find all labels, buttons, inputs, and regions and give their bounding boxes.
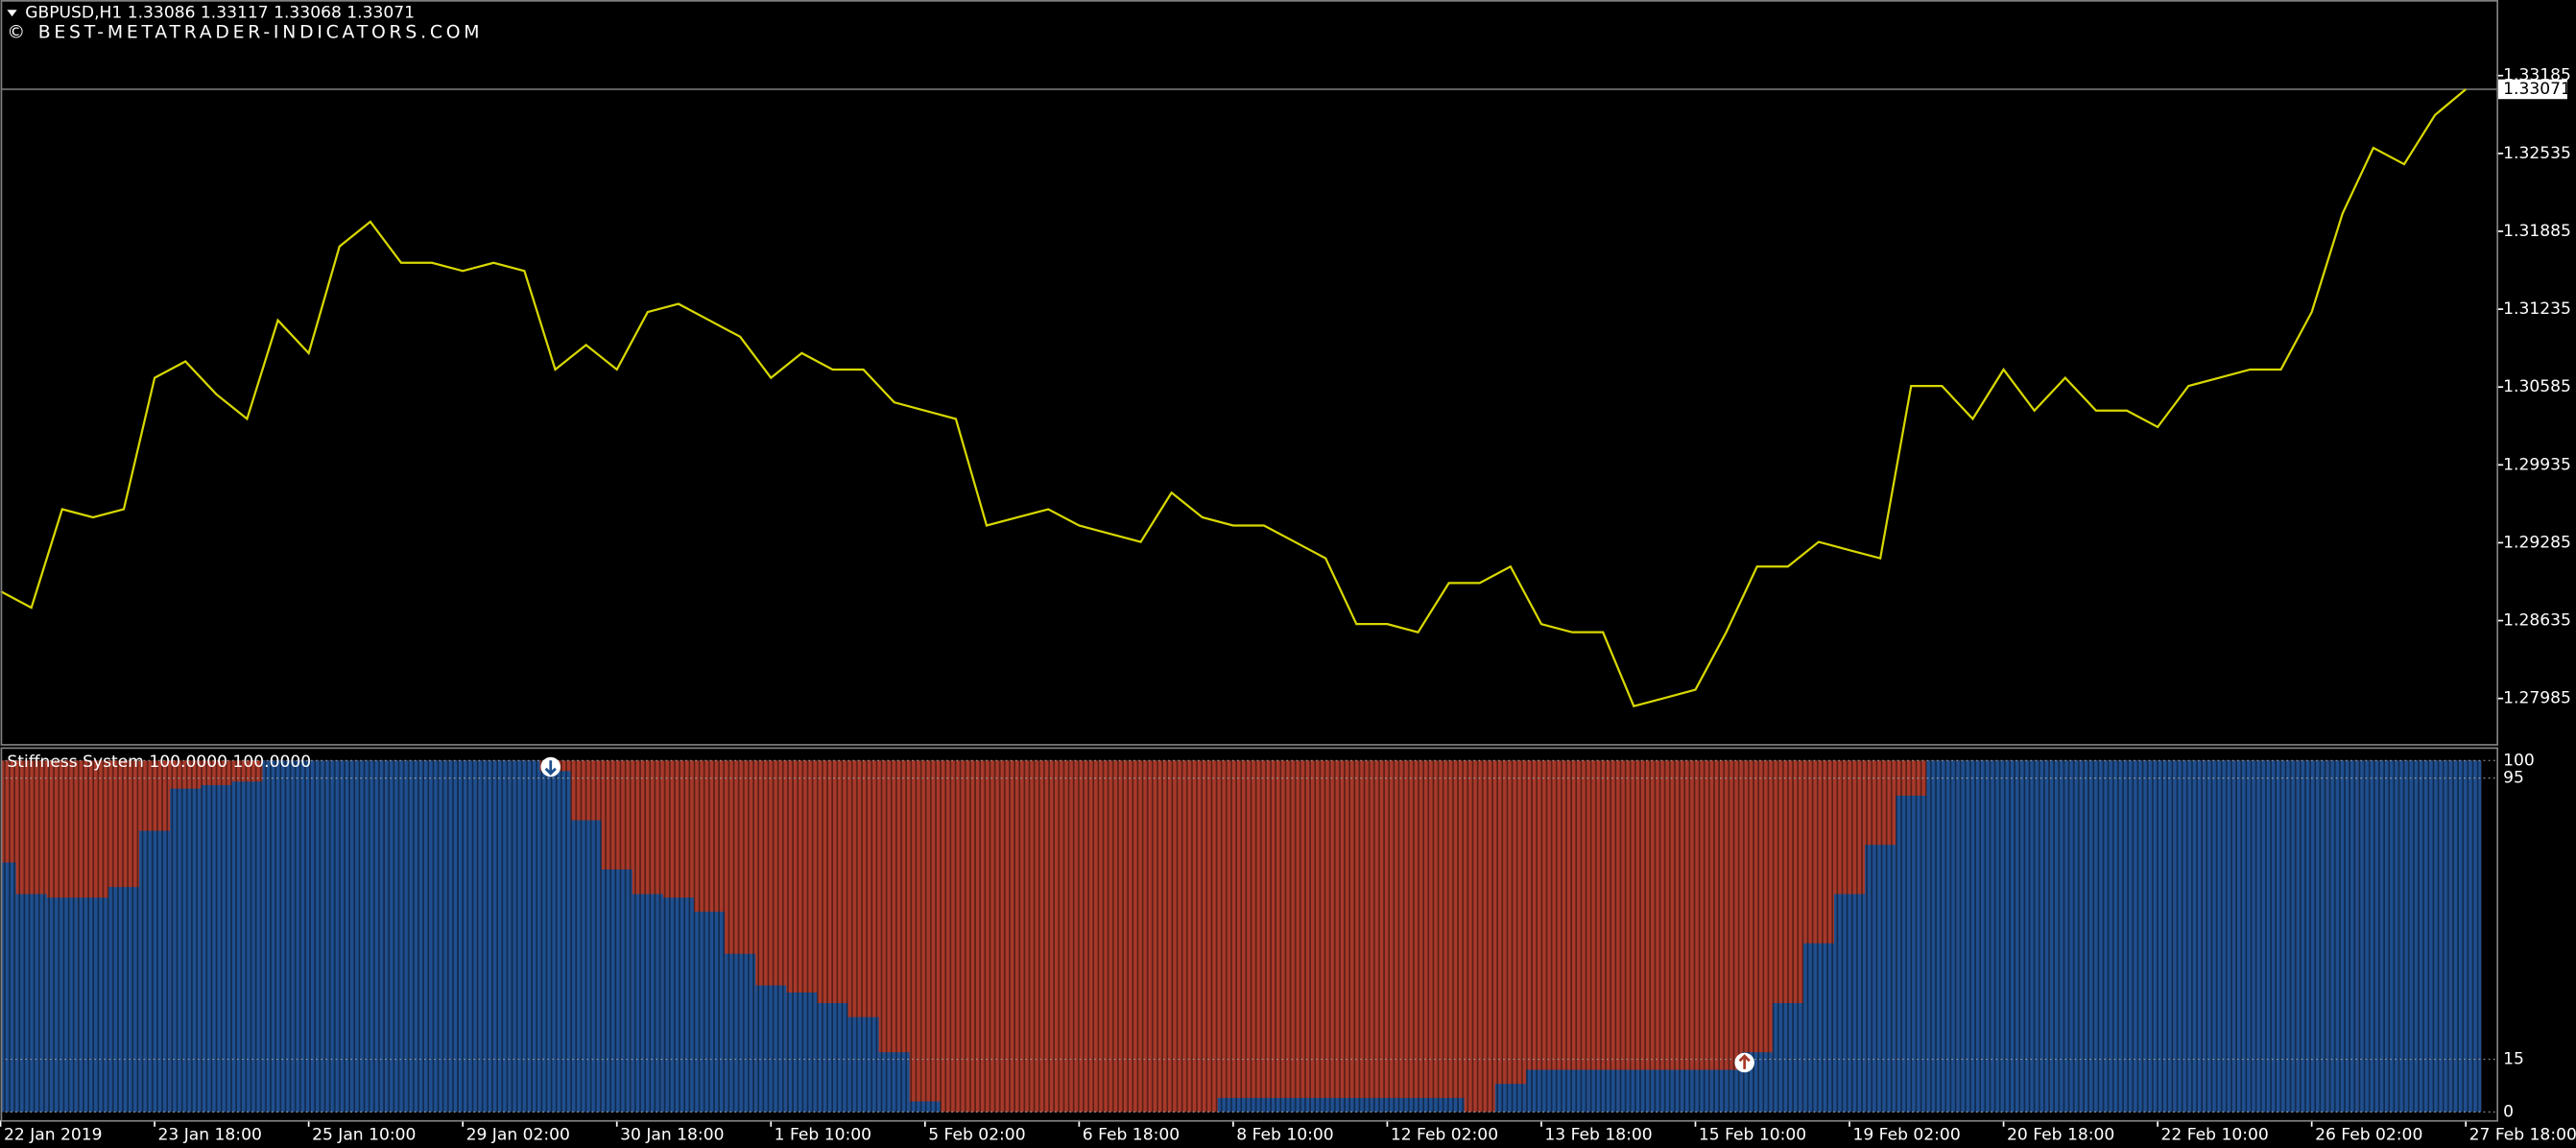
y-tick-label: 1.29935 [2503, 455, 2571, 474]
x-tick-label: 12 Feb 02:00 [1391, 1125, 1498, 1144]
symbol-title: GBPUSD,H1 1.33086 1.33117 1.33068 1.3307… [25, 4, 415, 23]
indicator-title: Stiffness System 100.0000 100.0000 [7, 753, 311, 772]
x-tick-label: 25 Jan 10:00 [312, 1125, 416, 1144]
x-tick-label: 8 Feb 10:00 [1236, 1125, 1333, 1144]
menu-arrow [7, 10, 17, 17]
x-tick-label: 13 Feb 18:00 [1544, 1125, 1652, 1144]
y-tick-label: 1.31235 [2503, 299, 2571, 319]
y-tick-label: 1.29285 [2503, 533, 2571, 552]
signal-arrow [540, 756, 561, 777]
y-tick-label: 100 [2503, 751, 2535, 770]
x-tick-label: 15 Feb 10:00 [1699, 1125, 1806, 1144]
signal-arrow [1734, 1052, 1754, 1073]
price-line [0, 88, 2467, 707]
y-tick-label: 1.27985 [2503, 689, 2571, 708]
y-tick-label: 1.30585 [2503, 377, 2571, 396]
y-tick-label: 95 [2503, 769, 2524, 788]
x-tick-label: 6 Feb 18:00 [1083, 1125, 1180, 1144]
y-tick-label: 15 [2503, 1050, 2524, 1069]
y-tick-label: 1.32535 [2503, 144, 2571, 163]
x-tick-label: 27 Feb 18:00 [2469, 1125, 2576, 1144]
watermark: © BEST-METATRADER-INDICATORS.COM [7, 23, 483, 43]
x-tick-label: 22 Jan 2019 [4, 1125, 103, 1144]
current-price-box [2498, 79, 2567, 100]
x-tick-label: 30 Jan 18:00 [620, 1125, 724, 1144]
indicator-panel-border [0, 747, 2499, 1122]
price-layer: 1.27985 1.28635 1.29285 1.29935 1.30585 1.312… [0, 66, 2571, 708]
x-tick-label: 20 Feb 18:00 [2007, 1125, 2114, 1144]
x-tick-label: 22 Feb 10:00 [2161, 1125, 2269, 1144]
x-tick-label: 1 Feb 10:00 [775, 1125, 871, 1144]
y-tick-label: 1.28635 [2503, 611, 2571, 631]
x-tick-label: 29 Jan 02:00 [466, 1125, 570, 1144]
x-tick-label: 5 Feb 02:00 [928, 1125, 1025, 1144]
y-tick-label: 0 [2503, 1102, 2514, 1121]
x-tick-label: 26 Feb 02:00 [2315, 1125, 2422, 1144]
x-tick-label: 23 Jan 18:00 [158, 1125, 262, 1144]
current-price-label: 1.33071 [2503, 80, 2571, 99]
price-panel-border [0, 0, 2499, 746]
x-tick-label: 19 Feb 02:00 [1852, 1125, 1960, 1144]
stripe-overlay [0, 760, 2482, 1112]
y-tick-label: 1.31885 [2503, 222, 2571, 241]
